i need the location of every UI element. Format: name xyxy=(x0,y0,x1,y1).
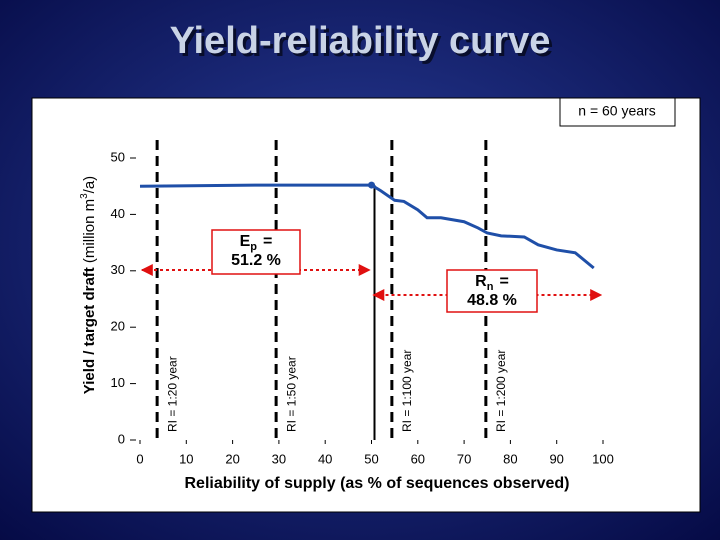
annotation-box xyxy=(446,269,538,313)
x-tick-label: 40 xyxy=(318,451,332,466)
annotation-head: Rn = xyxy=(475,273,509,293)
ri-label: RI = 1:200 year xyxy=(494,350,508,432)
annotation-part: E xyxy=(240,233,251,250)
annotation-part: p xyxy=(250,241,257,253)
x-tick-label: 60 xyxy=(411,451,425,466)
ri-label: RI = 1:100 year xyxy=(400,350,414,432)
x-tick-label: 50 xyxy=(364,451,378,466)
x-tick-label: 30 xyxy=(272,451,286,466)
operating-point xyxy=(368,181,375,189)
title-shadow: Yield-reliability curve xyxy=(173,23,554,65)
x-tick-label: 100 xyxy=(592,451,614,466)
note: n = 60 years xyxy=(578,103,655,119)
chart-title: Yield-reliability curve xyxy=(170,20,551,62)
x-tick-label: 80 xyxy=(503,451,517,466)
ri-label: RI = 1:50 year xyxy=(284,356,298,432)
annotation-box xyxy=(211,229,301,275)
x-tick-label: 20 xyxy=(225,451,239,466)
y-tick-label: 50 xyxy=(111,149,125,164)
x-tick-label: 0 xyxy=(136,451,143,466)
annotation-head: Ep = xyxy=(240,233,273,253)
y-tick-label: 10 xyxy=(111,375,125,390)
annotation-value: 48.8 % xyxy=(467,292,517,309)
y-tick-label: 40 xyxy=(111,206,125,221)
y-tick-label: 20 xyxy=(111,319,125,334)
y-tick-label: 30 xyxy=(111,262,125,277)
annotation-value: 51.2 % xyxy=(231,252,281,269)
x-axis-label: Reliability of supply (as % of sequences… xyxy=(185,475,570,492)
note-box xyxy=(559,97,676,127)
plot-panel xyxy=(31,97,701,513)
x-tick-label: 90 xyxy=(549,451,563,466)
annotation-part: = xyxy=(263,233,272,250)
ri-label: RI = 1:20 year xyxy=(165,356,179,432)
x-tick-label: 10 xyxy=(179,451,193,466)
annotation-part: n xyxy=(487,281,494,293)
y-tick-label: 0 xyxy=(118,431,125,446)
y-axis-label: Yield / target draft (million m3/a) xyxy=(79,176,98,394)
annotation-part: = xyxy=(499,273,508,290)
yield-curve xyxy=(139,183,595,270)
x-tick-label: 70 xyxy=(457,451,471,466)
annotation-part: R xyxy=(475,273,487,290)
